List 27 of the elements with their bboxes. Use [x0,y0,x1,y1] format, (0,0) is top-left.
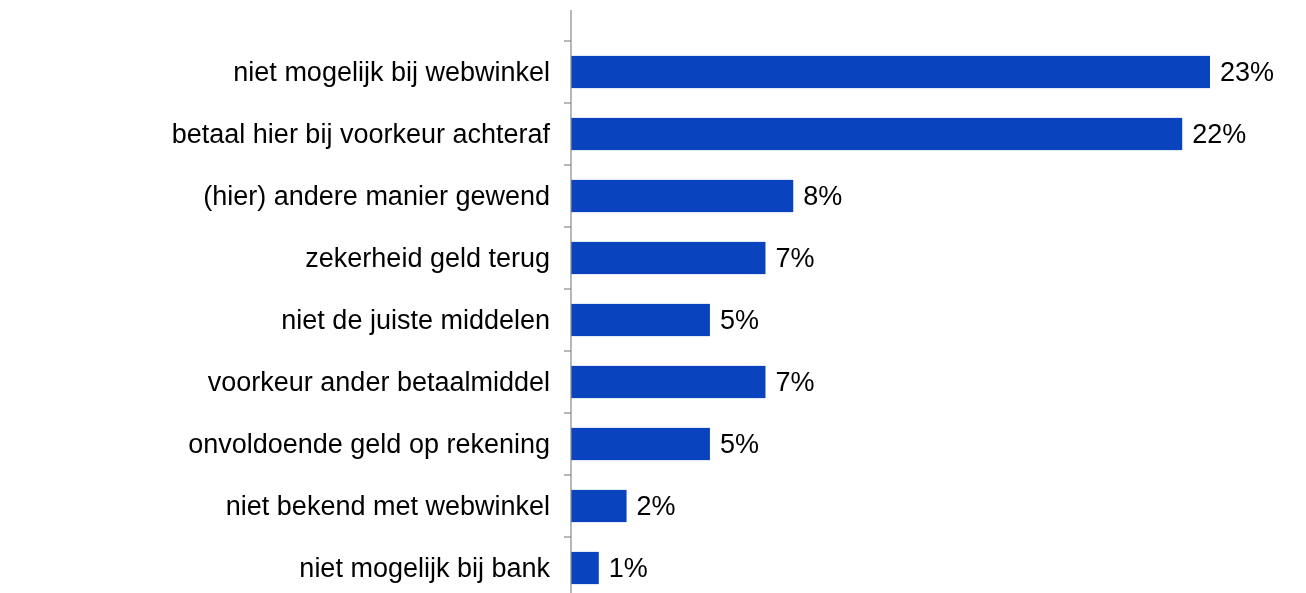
data-label: 23% [1220,57,1275,88]
y-tick-label: niet mogelijk bij bank [299,553,551,584]
bar [571,303,710,337]
bar [571,241,766,275]
bar [571,427,710,461]
y-tick-label: niet de juiste middelen [281,305,550,336]
bar [571,117,1183,151]
bar [571,551,599,585]
data-label: 5% [719,429,759,460]
data-label: 8% [803,181,843,212]
data-label: 22% [1192,119,1247,150]
data-label: 1% [608,553,648,584]
bar [571,179,794,213]
bar [571,55,1210,89]
y-tick-label: niet mogelijk bij webwinkel [233,57,550,88]
data-label: 5% [719,305,759,336]
y-tick-label: zekerheid geld terug [305,243,550,274]
y-tick-label: betaal hier bij voorkeur achteraf [171,119,551,150]
data-label: 7% [775,367,815,398]
y-tick-label: voorkeur ander betaalmiddel [207,367,550,398]
data-label: 7% [775,243,815,274]
y-tick-label: onvoldoende geld op rekening [188,429,550,460]
y-tick-label: (hier) andere manier gewend [203,181,550,212]
y-tick-label: niet bekend met webwinkel [225,491,550,522]
data-label: 2% [636,491,676,522]
bar [571,365,766,399]
bar [571,489,627,523]
